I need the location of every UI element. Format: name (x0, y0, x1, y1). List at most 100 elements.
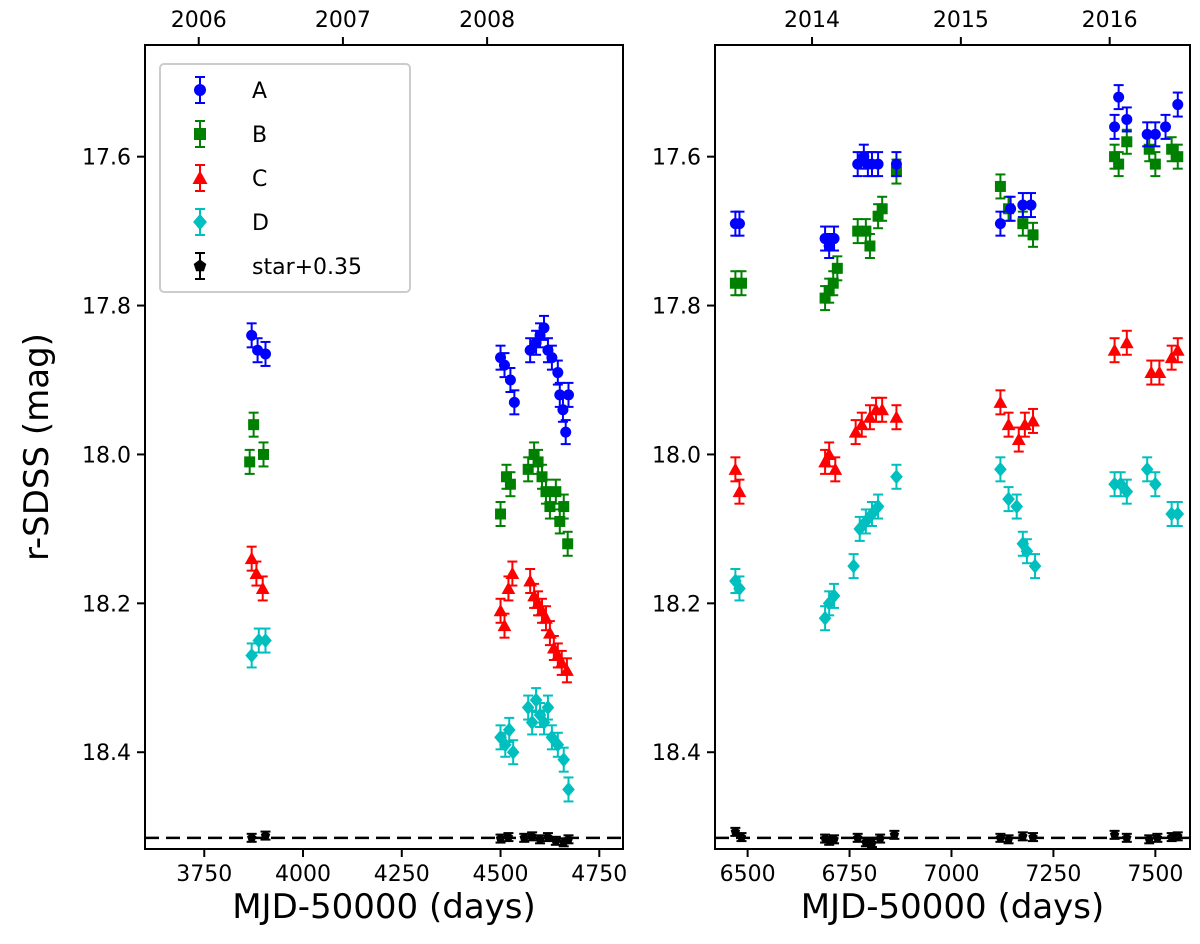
data-point (847, 553, 860, 580)
data-point (994, 456, 1007, 483)
series-b (729, 128, 1184, 312)
data-point (560, 657, 574, 684)
data-point (829, 834, 840, 845)
data-point (1011, 426, 1026, 453)
series-d (245, 627, 575, 803)
data-point (1028, 553, 1042, 580)
legend-label: D (252, 211, 269, 236)
data-point (875, 833, 886, 844)
data-point (495, 501, 507, 527)
data-point (562, 530, 574, 557)
data-point (1121, 832, 1132, 843)
data-point (519, 832, 530, 843)
data-point (1017, 411, 1032, 438)
data-point (1109, 113, 1121, 140)
x-axis-label: MJD-50000 (days) (232, 887, 536, 927)
y-tick-label: 17.8 (652, 295, 701, 320)
series-a (246, 314, 574, 446)
data-point (1164, 344, 1179, 371)
data-point (863, 404, 877, 431)
top-year-label: 2006 (171, 8, 227, 33)
x-tick-label: 4000 (275, 862, 331, 887)
legend-entry: D (193, 208, 269, 236)
legend-entry: star+0.35 (193, 252, 362, 280)
data-point (890, 463, 903, 490)
data-point (527, 831, 538, 842)
x-tick-label: 3750 (176, 862, 232, 887)
data-point (1144, 834, 1155, 845)
data-point (1172, 831, 1183, 842)
data-point (552, 359, 564, 386)
data-point (1113, 84, 1125, 111)
data-point (872, 151, 884, 178)
y-tick-label: 18.2 (652, 592, 701, 617)
plot-frame (144, 44, 624, 850)
y-tick-label: 18.4 (82, 741, 131, 766)
data-point (1143, 136, 1155, 163)
y-tick-label: 17.6 (652, 146, 701, 171)
data-point (259, 627, 272, 654)
data-point (246, 322, 258, 349)
series-star-0-35 (730, 826, 1183, 849)
legend-entry: B (194, 120, 267, 148)
y-tick-label: 17.8 (82, 295, 131, 320)
x-tick-label: 7250 (1025, 862, 1081, 887)
series-star-0-35 (246, 830, 574, 848)
y-tick-label: 17.6 (82, 146, 131, 171)
data-point (1120, 478, 1134, 505)
x-tick-label: 6750 (822, 862, 878, 887)
data-point (550, 835, 561, 846)
data-point (260, 830, 271, 841)
data-point (1121, 106, 1133, 133)
data-point (244, 448, 256, 475)
x-tick-label: 7500 (1127, 862, 1183, 887)
data-point (1010, 493, 1024, 520)
top-year-label: 2014 (784, 8, 840, 33)
data-point (733, 575, 746, 602)
series-a (729, 84, 1184, 259)
legend-label: C (252, 167, 267, 192)
legend-label: B (252, 123, 267, 148)
data-point (541, 694, 555, 721)
data-point (831, 255, 843, 282)
data-point (258, 441, 270, 468)
data-point (1160, 113, 1172, 140)
data-point (1171, 501, 1185, 527)
legend-entry: C (192, 164, 267, 192)
series-d (729, 456, 1185, 632)
data-point (1002, 486, 1015, 513)
data-point (563, 834, 574, 845)
x-tick-label: 4750 (571, 862, 627, 887)
data-point (848, 419, 863, 446)
data-point (728, 456, 743, 483)
data-point (504, 367, 516, 393)
data-point (1107, 337, 1122, 364)
data-point (1017, 831, 1028, 842)
data-point (503, 832, 514, 843)
data-point (854, 411, 869, 438)
data-point (827, 582, 841, 609)
y-tick-label: 18.0 (652, 443, 701, 468)
data-point (852, 832, 863, 843)
data-point (246, 832, 257, 843)
data-point (1109, 829, 1120, 840)
y-tick-label: 18.2 (82, 592, 131, 617)
data-point (1149, 151, 1161, 178)
data-point (889, 404, 904, 431)
legend-label: A (252, 79, 267, 104)
data-point (497, 612, 512, 639)
data-point (994, 173, 1006, 200)
data-point (506, 739, 520, 766)
data-point (562, 381, 574, 408)
data-point (557, 746, 571, 773)
data-point (245, 642, 258, 669)
data-point (1172, 91, 1184, 118)
x-tick-label: 7000 (923, 862, 979, 887)
data-point (875, 396, 890, 423)
data-point (504, 471, 516, 498)
data-point (994, 210, 1006, 237)
y-tick-label: 18.0 (82, 443, 131, 468)
data-point (1027, 221, 1039, 248)
data-point (1121, 128, 1133, 155)
